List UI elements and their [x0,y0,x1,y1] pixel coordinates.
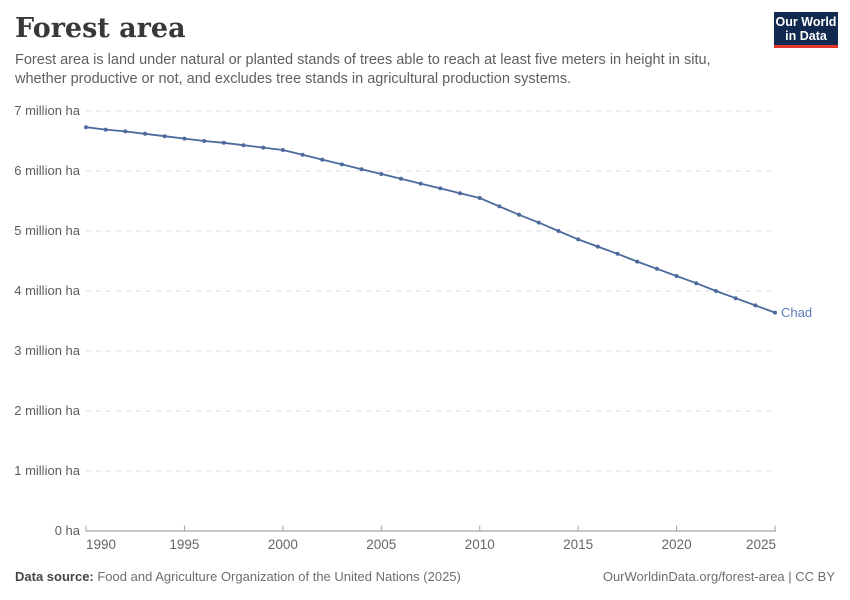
data-point[interactable] [320,157,325,162]
chart-subtitle: Forest area is land under natural or pla… [15,52,711,87]
data-point[interactable] [497,204,502,209]
data-point[interactable] [84,125,88,130]
series-label-chad[interactable]: Chad [781,304,813,320]
chad-line-series[interactable] [85,126,776,314]
data-point[interactable] [261,145,266,150]
data-point[interactable] [615,251,620,256]
data-point[interactable] [576,237,581,242]
data-point[interactable] [536,220,541,225]
data-source-text: Food and Agriculture Organization of the… [93,569,461,584]
data-point[interactable] [477,196,482,200]
data-point[interactable] [202,139,207,143]
x-axis-tick-label: 1995 [169,537,200,552]
data-point[interactable] [694,281,699,286]
x-axis-tick-label: 2025 [745,537,776,552]
data-point[interactable] [556,229,561,233]
data-point[interactable] [143,131,148,136]
y-axis-tick-label: 3 million ha [14,343,80,358]
data-point[interactable] [339,162,344,167]
data-point[interactable] [773,310,777,315]
data-point[interactable] [398,176,403,181]
data-point[interactable] [162,134,167,139]
data-point[interactable] [103,127,108,132]
data-point[interactable] [359,167,364,172]
y-axis-tick-label: 0 ha [54,523,80,538]
x-axis-tick-label: 2005 [366,537,397,552]
page-title: Forest area [15,13,186,44]
owid-logo-line2: in Data [785,28,827,43]
x-axis-tick-label: 2015 [563,537,594,552]
data-point[interactable] [418,181,423,186]
data-point[interactable] [654,266,659,271]
data-point[interactable] [713,289,718,293]
x-axis-tick-label: 2020 [661,537,692,552]
data-point[interactable] [458,191,463,196]
x-axis-tick-label: 1990 [86,537,117,552]
y-axis-tick-label: 2 million ha [14,403,80,418]
data-source-label: Data source: [15,569,94,584]
owid-logo[interactable]: Our World in Data [774,12,838,48]
x-axis-tick-label: 2000 [267,537,298,552]
owid-logo-line1: Our World [775,14,837,29]
y-axis-tick-label: 5 million ha [14,223,80,238]
data-point[interactable] [674,274,679,278]
data-point[interactable] [182,136,187,141]
x-axis-tick-label: 2010 [464,537,495,552]
data-point[interactable] [438,186,443,191]
data-point[interactable] [733,296,738,301]
data-source-note: Data source: Food and Agriculture Organi… [15,569,461,584]
data-point[interactable] [753,303,758,308]
data-point[interactable] [221,140,226,145]
data-point[interactable] [517,212,522,217]
attribution-link[interactable]: OurWorldinData.org/forest-area | CC BY [602,569,835,584]
data-point[interactable] [595,244,600,249]
data-point[interactable] [123,129,128,134]
data-point[interactable] [379,172,384,176]
y-axis-tick-label: 4 million ha [14,283,80,298]
data-point[interactable] [635,259,640,264]
y-axis-tick-label: 6 million ha [14,163,80,178]
y-axis-tick-label: 7 million ha [14,103,80,118]
data-point[interactable] [241,143,246,148]
data-point[interactable] [280,148,285,152]
y-axis-tick-label: 1 million ha [14,463,80,478]
data-point[interactable] [300,152,305,157]
